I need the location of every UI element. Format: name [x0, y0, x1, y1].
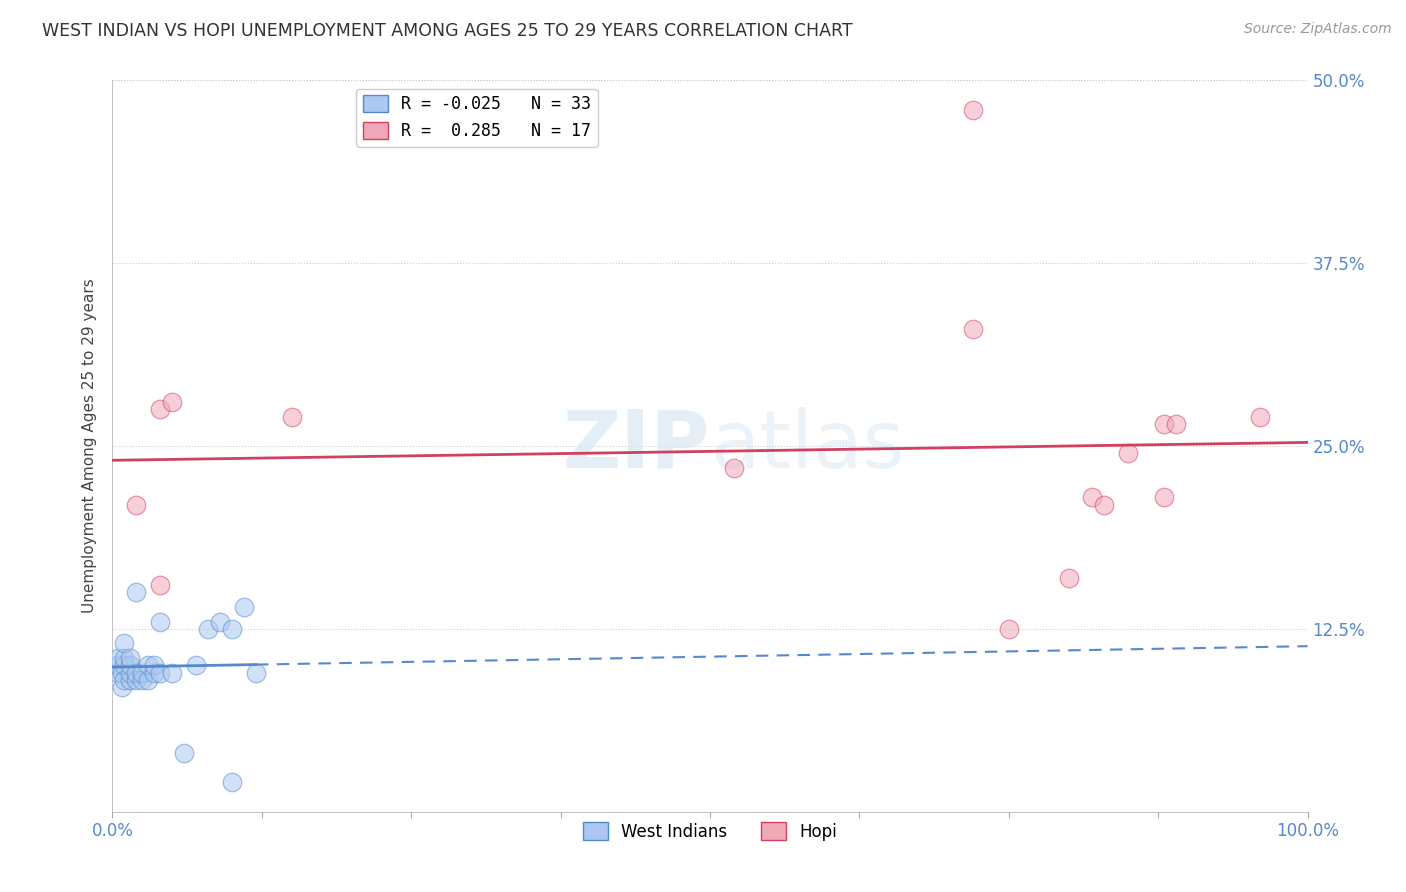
Point	[149, 615, 172, 629]
Point	[149, 665, 172, 680]
Point	[114, 673, 135, 687]
Text: WEST INDIAN VS HOPI UNEMPLOYMENT AMONG AGES 25 TO 29 YEARS CORRELATION CHART: WEST INDIAN VS HOPI UNEMPLOYMENT AMONG A…	[42, 22, 853, 40]
Point	[962, 322, 984, 336]
Point	[114, 636, 135, 650]
Y-axis label: Unemployment Among Ages 25 to 29 years: Unemployment Among Ages 25 to 29 years	[82, 278, 97, 614]
Point	[125, 673, 148, 687]
Point	[111, 681, 134, 695]
Point	[162, 395, 183, 409]
Point	[111, 665, 134, 680]
Point	[143, 658, 166, 673]
Point	[723, 461, 745, 475]
Point	[114, 658, 135, 673]
Point	[1057, 571, 1080, 585]
Point	[125, 498, 148, 512]
Legend: West Indians, Hopi: West Indians, Hopi	[576, 816, 844, 847]
Point	[1153, 417, 1175, 431]
Point	[120, 658, 142, 673]
Point	[120, 651, 142, 665]
Point	[138, 658, 160, 673]
Point	[1166, 417, 1188, 431]
Point	[209, 615, 232, 629]
Point	[131, 673, 153, 687]
Point	[125, 665, 148, 680]
Point	[120, 673, 142, 687]
Point	[1081, 490, 1104, 504]
Point	[173, 746, 195, 760]
Text: Source: ZipAtlas.com: Source: ZipAtlas.com	[1244, 22, 1392, 37]
Point	[107, 651, 129, 665]
Point	[125, 585, 148, 599]
Point	[120, 665, 142, 680]
Point	[143, 665, 166, 680]
Point	[1094, 498, 1116, 512]
Point	[186, 658, 208, 673]
Point	[998, 622, 1021, 636]
Point	[114, 651, 135, 665]
Point	[138, 673, 160, 687]
Point	[149, 402, 172, 417]
Point	[197, 622, 219, 636]
Point	[162, 665, 183, 680]
Point	[221, 775, 243, 789]
Text: ZIP: ZIP	[562, 407, 710, 485]
Point	[107, 658, 129, 673]
Text: atlas: atlas	[710, 407, 904, 485]
Point	[107, 665, 129, 680]
Point	[131, 665, 153, 680]
Point	[962, 103, 984, 117]
Point	[1249, 409, 1271, 424]
Point	[1153, 490, 1175, 504]
Point	[281, 409, 304, 424]
Point	[149, 578, 172, 592]
Point	[233, 599, 256, 614]
Point	[1118, 446, 1140, 460]
Point	[221, 622, 243, 636]
Point	[245, 665, 267, 680]
